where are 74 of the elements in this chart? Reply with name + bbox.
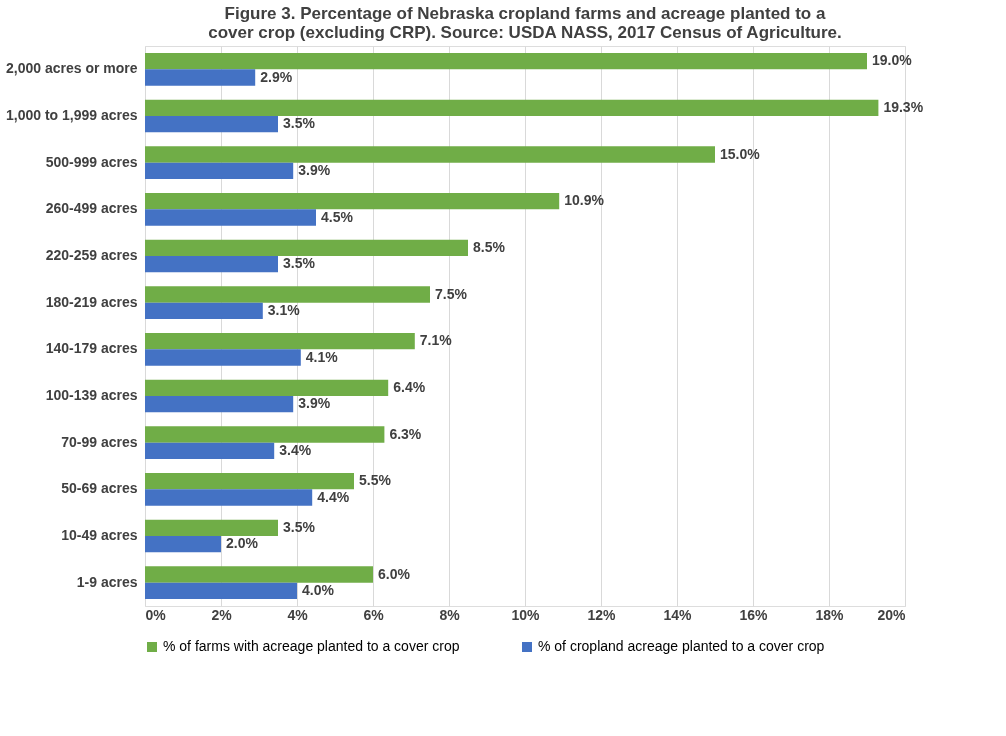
bar [145,162,294,179]
bar [145,333,415,350]
chart-title: Figure 3. Percentage of Nebraska cropland farms and acreage planted to a cover crop (excluding CRP). Source: USDA NASS, 2017 Census of Agriculture. [208,4,842,42]
bar [145,193,560,210]
y-tick-label: 1-9 acres [76,573,138,590]
data-label: 7.1% [419,332,453,349]
y-tick-label: 1,000 to 1,999 acres [5,107,138,123]
data-label: 2.9% [260,68,293,85]
y-tick-label: 140-179 acres [45,340,138,357]
bar [145,53,867,70]
data-label: 2.0% [226,535,259,552]
x-tick-label: 8% [439,606,461,623]
bar [145,379,389,396]
data-label: 4.5% [321,208,354,225]
data-label: 7.5% [435,285,468,302]
bar [145,566,373,583]
y-tick-label: 100-139 acres [45,387,138,403]
data-label: 8.5% [473,238,506,255]
x-tick-label: 20% [877,606,907,623]
bar [145,116,278,133]
x-tick-label: 2% [211,606,233,623]
data-label: 10.9% [564,192,605,209]
data-label: 4.4% [317,488,350,505]
legend-label: % of farms with acreage planted to a cover crop [163,638,460,654]
data-label: 3.5% [283,255,316,272]
bar [145,146,715,163]
legend-label: % of cropland acreage planted to a cover crop [538,638,825,654]
data-label: 5.5% [359,472,392,489]
y-tick-label: 2,000 acres or more [5,60,138,77]
x-tick-label: 10% [511,606,541,623]
data-label: 6.3% [389,425,422,442]
x-tick-label: 18% [815,606,845,623]
bar [145,473,354,490]
bar [145,426,385,443]
data-label: 6.4% [393,378,426,395]
y-tick-label: 50-69 acres [61,480,138,497]
bar [145,582,297,599]
bar [145,256,278,273]
data-label: 3.4% [279,441,312,458]
data-label: 3.9% [298,161,331,178]
bar [145,396,294,413]
x-tick-label: 6% [363,606,385,623]
x-tick-label: 12% [587,606,617,623]
bar [145,286,430,303]
y-tick-label: 180-219 acres [45,293,138,310]
y-tick-label: 10-49 acres [61,527,138,543]
data-label: 15.0% [720,145,761,162]
data-label: 19.0% [872,52,913,69]
data-label: 6.0% [378,565,411,582]
x-tick-label: 4% [287,606,309,623]
bar [145,536,221,553]
y-tick-label: 70-99 acres [61,433,138,450]
bar [145,489,313,506]
data-label: 3.5% [283,115,316,132]
bar [145,209,316,226]
data-label: 4.0% [302,581,335,598]
bar [145,239,468,256]
data-label: 3.1% [267,301,301,318]
bar [145,69,256,86]
bar [145,442,275,459]
data-label: 19.3% [883,98,924,115]
x-tick-label: 16% [739,606,769,623]
data-label: 3.5% [283,518,316,535]
bar [145,99,879,116]
data-label: 3.9% [298,395,331,412]
y-tick-label: 260-499 acres [45,200,138,217]
x-tick-label: 0% [145,606,167,623]
bar [145,302,263,319]
x-tick-label: 14% [663,606,693,623]
data-label: 4.1% [305,348,339,365]
y-tick-label: 500-999 acres [45,153,138,170]
bar [145,349,301,366]
y-tick-label: 220-259 acres [45,247,138,263]
bar [145,519,278,536]
